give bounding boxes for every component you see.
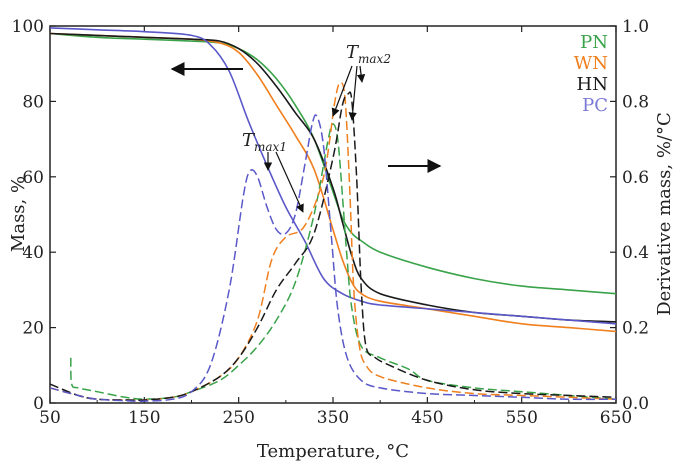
x-tick-label: 350 [317, 408, 349, 428]
svg-text:Tmax2: Tmax2 [346, 42, 391, 66]
y-tick-label: 60 [22, 168, 44, 188]
mass-series-group [50, 27, 616, 333]
y2-tick-label: 0.8 [622, 92, 649, 112]
x-tick-label: 550 [505, 408, 537, 428]
tmax2-pointer-1 [331, 65, 353, 117]
y-tick-label: 20 [22, 319, 44, 339]
y2-tick-label: 1.0 [622, 17, 649, 37]
plot-frame [49, 25, 617, 404]
derivative-line-wn [50, 81, 616, 401]
y-tick-label: 40 [22, 243, 44, 263]
x-tick-label: 150 [128, 408, 160, 428]
tmax2-pointer-3 [356, 65, 366, 83]
svg-text:Tmax1: Tmax1 [242, 130, 287, 154]
y2-axis-title: Derivative mass, %/°C [654, 112, 675, 316]
derivative-line-pc [50, 114, 616, 402]
y-axis-ticks: 0 20 40 60 80 100 [12, 17, 56, 414]
y-tick-label: 80 [22, 92, 44, 112]
tmax2-pointer-2 [348, 65, 358, 121]
x-axis-title: Temperature, °C [257, 441, 409, 461]
mass-line-hn [50, 32, 616, 323]
y2-tick-label: 0.2 [622, 319, 649, 339]
tmax1-annotation: Tmax1 [242, 130, 304, 213]
x-tick-label: 650 [600, 408, 632, 428]
y2-axis-ticks: 0.0 0.2 0.4 0.6 0.8 1.0 [610, 17, 649, 414]
mass-line-pn [50, 32, 616, 295]
y2-tick-label: 0.0 [622, 394, 649, 414]
y-tick-label: 100 [12, 17, 44, 37]
tmax1-symbol: T [242, 130, 256, 151]
derivative-line-hn [50, 91, 616, 401]
tmax2-subscript: max2 [358, 52, 391, 66]
derivative-line-pn [70, 123, 616, 400]
tmax2-annotation: Tmax2 [331, 42, 391, 121]
legend-entry-hn: HN [577, 74, 608, 95]
legend-entry-pn: PN [580, 32, 608, 53]
x-tick-label: 50 [39, 408, 61, 428]
legend-entry-wn: WN [574, 53, 608, 74]
x-axis-ticks: 50 150 250 350 450 550 650 [39, 26, 632, 428]
y-tick-label: 0 [33, 394, 44, 414]
x-tick-label: 250 [222, 408, 254, 428]
y-axis-title: Mass, % [8, 176, 29, 252]
x-tick-label: 450 [411, 408, 443, 428]
tmax1-subscript: max1 [254, 140, 287, 154]
y2-tick-label: 0.6 [622, 168, 649, 188]
tmax2-symbol: T [346, 42, 360, 63]
tmax1-pointer-2 [275, 151, 304, 213]
derivative-series-group [50, 81, 616, 402]
legend-entry-pc: PC [582, 95, 608, 116]
y2-tick-label: 0.4 [622, 243, 649, 263]
mass-line-pc [50, 27, 616, 325]
